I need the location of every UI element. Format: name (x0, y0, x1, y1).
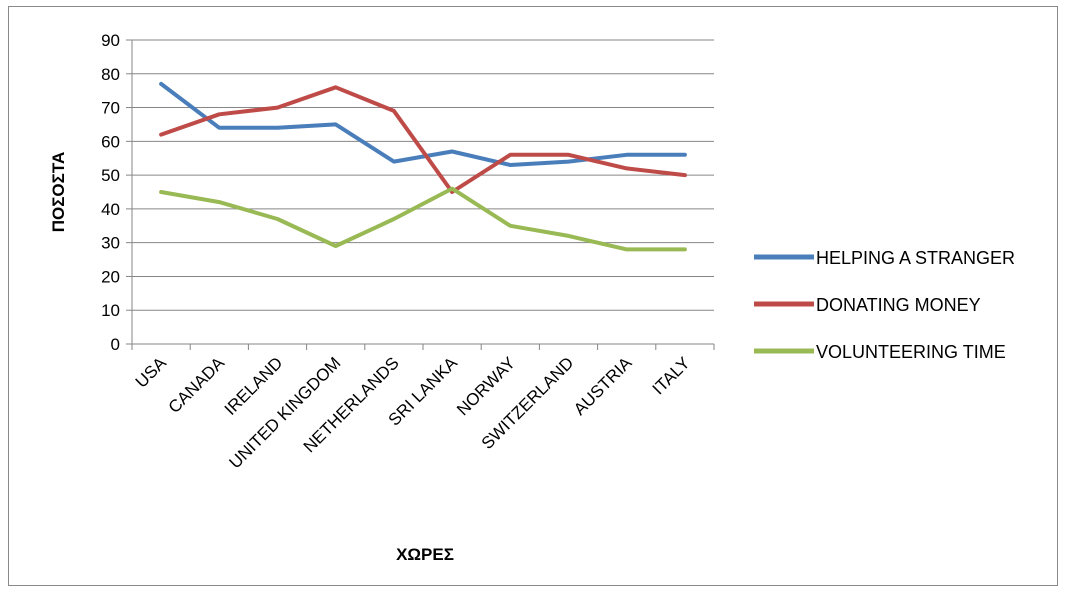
x-tick-label: ITALY (649, 353, 694, 398)
y-tick-label: 40 (101, 200, 120, 219)
y-tick-label: 0 (111, 335, 120, 354)
series-lines (159, 81, 687, 252)
axes (131, 40, 714, 345)
y-tick-label: 30 (101, 234, 120, 253)
legend-label: DONATING MONEY (816, 295, 981, 315)
legend-label: VOLUNTEERING TIME (816, 342, 1006, 362)
y-tick-label: 50 (101, 166, 120, 185)
x-axis-title: ΧΩΡΕΣ (396, 545, 454, 564)
chart-frame: 0 10 20 30 40 50 60 70 80 90 USA CANADA IRELAND UNIT… (8, 6, 1058, 586)
line-chart: 0 10 20 30 40 50 60 70 80 90 USACANADAIRELANDUNIT… (49, 31, 1015, 564)
y-tick-label: 90 (101, 31, 120, 50)
legend-label: HELPING A STRANGER (816, 248, 1015, 268)
y-axis-title: ΠΟΣΟΣΤΑ (49, 152, 68, 233)
x-tick-label: USA (132, 353, 171, 392)
legend: HELPING A STRANGER DONATING MONEY VOLUNTEE… (754, 248, 1015, 362)
y-tick-label: 70 (101, 99, 120, 118)
series-line-1 (159, 81, 687, 167)
y-tick-label: 60 (101, 132, 120, 151)
y-tick-label: 10 (101, 301, 120, 320)
x-tick-label: AUSTRIA (570, 353, 636, 419)
x-tick-label: UNITED KINGDOM (226, 353, 345, 472)
series-line-2 (159, 85, 687, 194)
gridlines (132, 39, 714, 311)
y-axis-ticks: 0 10 20 30 40 50 60 70 80 90 (101, 31, 132, 354)
series-line-3 (159, 186, 687, 252)
y-tick-label: 20 (101, 267, 120, 286)
y-tick-label: 80 (101, 65, 120, 84)
x-tick-label: CANADA (165, 353, 229, 417)
